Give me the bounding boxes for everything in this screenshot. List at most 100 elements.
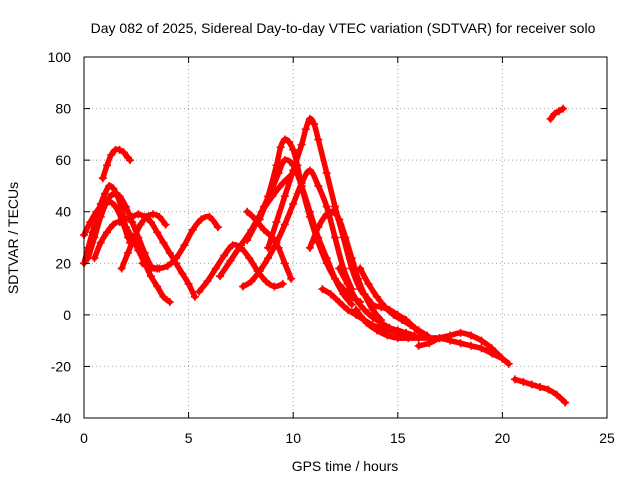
data-point bbox=[90, 233, 99, 242]
data-point bbox=[368, 300, 377, 309]
data-point bbox=[385, 305, 394, 314]
data-point bbox=[410, 323, 419, 332]
data-point bbox=[92, 207, 101, 216]
data-point bbox=[121, 215, 130, 224]
data-point bbox=[456, 339, 465, 348]
series-trace bbox=[547, 105, 566, 122]
data-point bbox=[314, 238, 323, 247]
data-point bbox=[103, 228, 112, 237]
data-point bbox=[163, 261, 172, 270]
data-point bbox=[561, 398, 570, 407]
series-arc-24 bbox=[510, 375, 570, 407]
data-point bbox=[123, 248, 132, 257]
data-point bbox=[220, 251, 229, 260]
data-series bbox=[80, 104, 570, 407]
data-point bbox=[243, 236, 252, 245]
data-point bbox=[372, 326, 381, 335]
data-point bbox=[285, 138, 294, 147]
data-point bbox=[343, 305, 352, 314]
data-point bbox=[289, 145, 298, 154]
series-arc-11 bbox=[238, 166, 356, 294]
data-point bbox=[364, 279, 373, 288]
data-point bbox=[134, 246, 143, 255]
y-tick-label: 60 bbox=[55, 152, 71, 168]
data-point bbox=[236, 241, 245, 250]
data-point bbox=[109, 189, 118, 198]
data-point bbox=[347, 300, 356, 309]
data-point bbox=[289, 166, 298, 175]
series-trace bbox=[336, 265, 418, 339]
data-point bbox=[393, 334, 402, 343]
data-point bbox=[335, 297, 344, 306]
data-point bbox=[393, 310, 402, 319]
data-point bbox=[318, 285, 327, 294]
data-point bbox=[165, 297, 174, 306]
data-point bbox=[314, 223, 323, 232]
data-point bbox=[159, 238, 168, 247]
data-point bbox=[467, 341, 476, 350]
data-point bbox=[278, 179, 287, 188]
series-arc-8 bbox=[138, 212, 222, 273]
series-trace bbox=[139, 213, 221, 272]
data-point bbox=[100, 189, 109, 198]
data-point bbox=[328, 207, 337, 216]
y-tick-label: -20 bbox=[51, 358, 71, 374]
data-point bbox=[347, 254, 356, 263]
data-point bbox=[96, 212, 105, 221]
data-point bbox=[305, 114, 314, 123]
data-point bbox=[546, 114, 555, 123]
data-point bbox=[276, 143, 285, 152]
data-point bbox=[90, 254, 99, 263]
data-point bbox=[287, 274, 296, 283]
series-arc-5 bbox=[90, 218, 174, 306]
data-point bbox=[385, 323, 394, 332]
data-point bbox=[195, 287, 204, 296]
data-point bbox=[559, 104, 568, 113]
series-arc-6 bbox=[117, 210, 170, 273]
y-tick-label: 20 bbox=[55, 255, 71, 271]
data-point bbox=[305, 212, 314, 221]
series-arc-23 bbox=[425, 334, 513, 368]
data-point bbox=[414, 334, 423, 343]
data-point bbox=[305, 243, 314, 252]
y-tick-label: 100 bbox=[48, 49, 72, 65]
data-point bbox=[326, 290, 335, 299]
data-point bbox=[105, 181, 114, 190]
data-point bbox=[159, 292, 168, 301]
data-point bbox=[178, 269, 187, 278]
y-axis-label: SDTVAR / TECUs bbox=[5, 182, 21, 294]
data-point bbox=[383, 331, 392, 340]
data-point bbox=[247, 277, 256, 286]
data-point bbox=[226, 256, 235, 265]
data-point bbox=[272, 161, 281, 170]
data-point bbox=[552, 390, 561, 399]
y-tick-label: 80 bbox=[55, 101, 71, 117]
data-point bbox=[119, 148, 128, 157]
data-point bbox=[305, 166, 314, 175]
data-point bbox=[146, 218, 155, 227]
data-point bbox=[477, 344, 486, 353]
x-tick-label: 10 bbox=[285, 430, 301, 446]
data-point bbox=[536, 383, 545, 392]
data-point bbox=[130, 233, 139, 242]
data-point bbox=[280, 192, 289, 201]
data-point bbox=[264, 243, 273, 252]
data-point bbox=[117, 264, 126, 273]
data-point bbox=[310, 120, 319, 129]
x-tick-label: 20 bbox=[495, 430, 511, 446]
data-point bbox=[155, 212, 164, 221]
data-point bbox=[215, 272, 224, 281]
data-point bbox=[184, 279, 193, 288]
data-point bbox=[96, 238, 105, 247]
data-point bbox=[404, 334, 413, 343]
data-point bbox=[362, 318, 371, 327]
data-point bbox=[487, 349, 496, 358]
data-point bbox=[477, 336, 486, 345]
data-point bbox=[343, 279, 352, 288]
data-point bbox=[280, 156, 289, 165]
data-point bbox=[360, 305, 369, 314]
x-tick-label: 0 bbox=[80, 430, 88, 446]
data-point bbox=[138, 259, 147, 268]
data-point bbox=[146, 264, 155, 273]
data-point bbox=[301, 125, 310, 134]
